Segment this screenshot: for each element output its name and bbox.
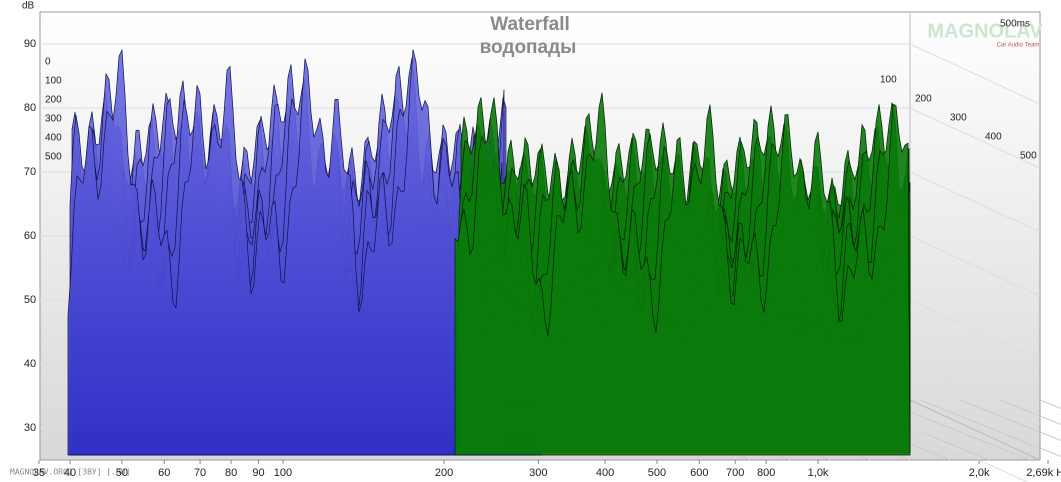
x-tick-label: 60 (158, 467, 170, 479)
grid-line (909, 43, 1041, 105)
z-tick-label: 100 (45, 76, 62, 87)
x-tick-label: 400 (596, 467, 614, 479)
x-tick-label: 300 (529, 467, 547, 479)
x-tick-label: 600 (690, 467, 708, 479)
y-axis-label: dB (22, 1, 35, 12)
grid-line (909, 235, 1041, 297)
x-tick-label: 500 (648, 467, 666, 479)
x-tick-label: 70 (194, 467, 206, 479)
logo-sub: Car Audio Team (997, 43, 1040, 49)
x-tick-label: 35 (33, 467, 45, 479)
x-tick-label: 40 (64, 467, 76, 479)
z-tick-label: 200 (915, 94, 932, 105)
z-tick-label: 500 (45, 152, 62, 163)
z-tick-label: 500ms (1000, 19, 1030, 30)
waterfall-slice (67, 48, 501, 456)
y-tick-label: 70 (24, 166, 36, 178)
grid-line-3d (959, 399, 1061, 441)
floor-edge (909, 399, 1041, 461)
z-tick-label: 300 (45, 114, 62, 125)
waterfall-slice (454, 92, 911, 456)
watermark: MAGNOLAV.ORG] [ЗВУ] [.RU] (10, 468, 130, 477)
z-tick-label: 400 (45, 133, 62, 144)
grid-line (909, 427, 1029, 482)
x-tick-label: 90 (252, 467, 264, 479)
chart-subtitle: водопады (480, 37, 577, 58)
chart-title: Waterfall (490, 14, 570, 35)
z-tick-label: 300 (950, 113, 967, 124)
x-tick-label: 2,0k (969, 467, 990, 479)
grid-line-3d (1039, 399, 1061, 409)
z-tick-label: 0 (45, 57, 51, 68)
z-tick-label: 200 (45, 95, 62, 106)
waterfall (67, 48, 911, 456)
y-tick-label: 60 (24, 230, 36, 242)
grid-line-3d (999, 399, 1061, 425)
x-tick-label: 200 (435, 467, 453, 479)
x-tick-label: 80 (225, 467, 237, 479)
y-tick-label: 30 (24, 422, 36, 434)
grid-line (909, 107, 1041, 169)
y-tick-label: 90 (24, 38, 36, 50)
z-tick-label: 500 (1020, 151, 1037, 162)
y-tick-label: 40 (24, 358, 36, 370)
grid-line (909, 363, 1041, 425)
logo: MAGNOLAV (927, 20, 1043, 42)
grid-line (909, 171, 1041, 233)
grid-line-3d (919, 399, 1061, 457)
z-tick-label: 400 (985, 132, 1002, 143)
x-tick-label: 1,0k (808, 467, 829, 479)
x-tick-label: 700 (726, 467, 744, 479)
grid-line (909, 299, 1041, 361)
x-tick-label: 50 (116, 467, 128, 479)
y-tick-label: 50 (24, 294, 36, 306)
y-tick-label: 80 (24, 102, 36, 114)
z-tick-label: 100 (880, 75, 897, 86)
x-tick-label: 2,69k Hz (1026, 467, 1061, 479)
x-tick-label: 800 (757, 467, 775, 479)
x-tick-label: 100 (274, 467, 292, 479)
